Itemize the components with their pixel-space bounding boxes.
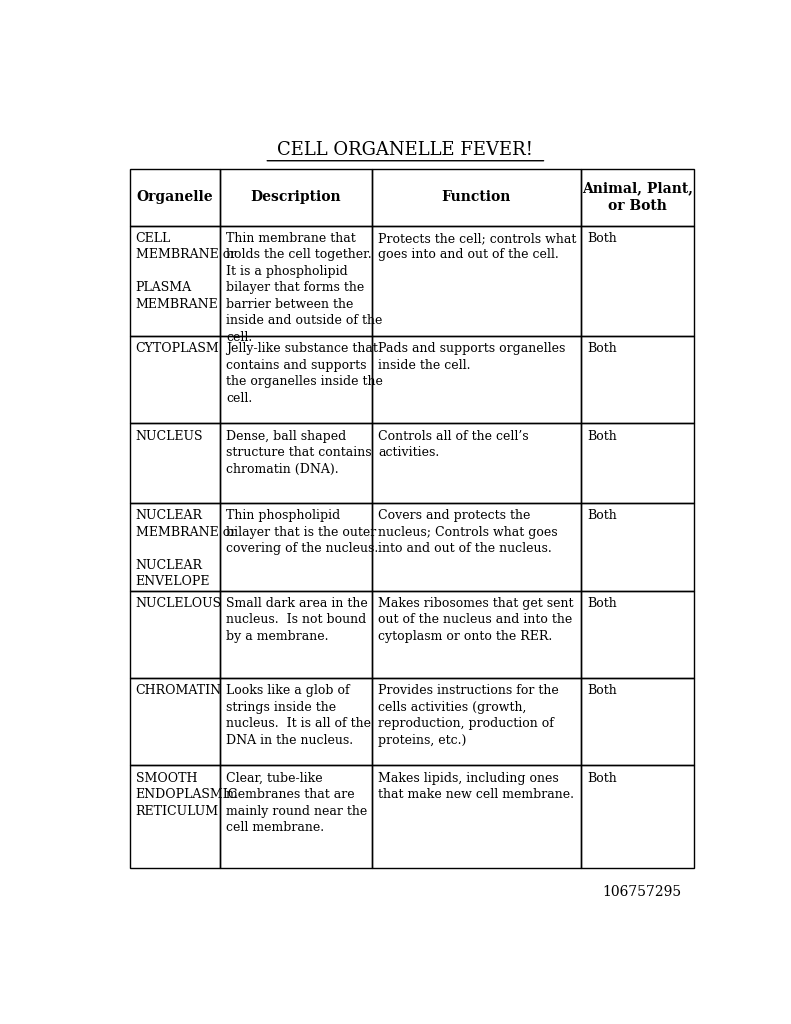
- Text: CHROMATIN: CHROMATIN: [136, 684, 221, 697]
- Text: Thin phospholipid
bilayer that is the outer
covering of the nucleus.: Thin phospholipid bilayer that is the ou…: [226, 509, 378, 555]
- Text: Thin membrane that
holds the cell together.
It is a phospholipid
bilayer that fo: Thin membrane that holds the cell togeth…: [226, 231, 382, 344]
- Text: Makes ribosomes that get sent
out of the nucleus and into the
cytoplasm or onto : Makes ribosomes that get sent out of the…: [378, 597, 573, 643]
- Text: CELL
MEMBRANE or

PLASMA
MEMBRANE: CELL MEMBRANE or PLASMA MEMBRANE: [136, 231, 236, 311]
- Text: Both: Both: [587, 597, 617, 610]
- Text: Both: Both: [587, 684, 617, 697]
- Text: NUCLEAR
MEMBRANE or

NUCLEAR
ENVELOPE: NUCLEAR MEMBRANE or NUCLEAR ENVELOPE: [136, 509, 236, 589]
- Text: Organelle: Organelle: [136, 190, 213, 204]
- Text: Provides instructions for the
cells activities (growth,
reproduction, production: Provides instructions for the cells acti…: [378, 684, 559, 746]
- Text: Looks like a glob of
strings inside the
nucleus.  It is all of the
DNA in the nu: Looks like a glob of strings inside the …: [226, 684, 371, 746]
- Text: CELL ORGANELLE FEVER!: CELL ORGANELLE FEVER!: [278, 141, 533, 160]
- Text: Both: Both: [587, 772, 617, 784]
- Text: Pads and supports organelles
inside the cell.: Pads and supports organelles inside the …: [378, 342, 566, 372]
- Text: Clear, tube-like
membranes that are
mainly round near the
cell membrane.: Clear, tube-like membranes that are main…: [226, 772, 367, 835]
- Text: Covers and protects the
nucleus; Controls what goes
into and out of the nucleus.: Covers and protects the nucleus; Control…: [378, 509, 558, 555]
- Text: Animal, Plant,
or Both: Animal, Plant, or Both: [581, 181, 693, 213]
- Text: Protects the cell; controls what
goes into and out of the cell.: Protects the cell; controls what goes in…: [378, 231, 577, 261]
- Text: Controls all of the cell’s
activities.: Controls all of the cell’s activities.: [378, 430, 529, 459]
- Text: Both: Both: [587, 342, 617, 355]
- Text: NUCLEUS: NUCLEUS: [136, 430, 203, 442]
- Text: Makes lipids, including ones
that make new cell membrane.: Makes lipids, including ones that make n…: [378, 772, 574, 801]
- Text: Dense, ball shaped
structure that contains
chromatin (DNA).: Dense, ball shaped structure that contai…: [226, 430, 372, 475]
- Text: Function: Function: [441, 190, 511, 204]
- Text: SMOOTH
ENDOPLASMIC
RETICULUM: SMOOTH ENDOPLASMIC RETICULUM: [136, 772, 238, 818]
- Text: Both: Both: [587, 231, 617, 245]
- Text: Jelly-like substance that
contains and supports
the organelles inside the
cell.: Jelly-like substance that contains and s…: [226, 342, 383, 404]
- Text: 106757295: 106757295: [602, 885, 681, 899]
- Text: Both: Both: [587, 509, 617, 522]
- Text: Both: Both: [587, 430, 617, 442]
- Text: NUCLELOUS: NUCLELOUS: [136, 597, 221, 610]
- Text: CYTOPLASM: CYTOPLASM: [136, 342, 219, 355]
- Text: Description: Description: [251, 190, 341, 204]
- Text: Small dark area in the
nucleus.  Is not bound
by a membrane.: Small dark area in the nucleus. Is not b…: [226, 597, 368, 643]
